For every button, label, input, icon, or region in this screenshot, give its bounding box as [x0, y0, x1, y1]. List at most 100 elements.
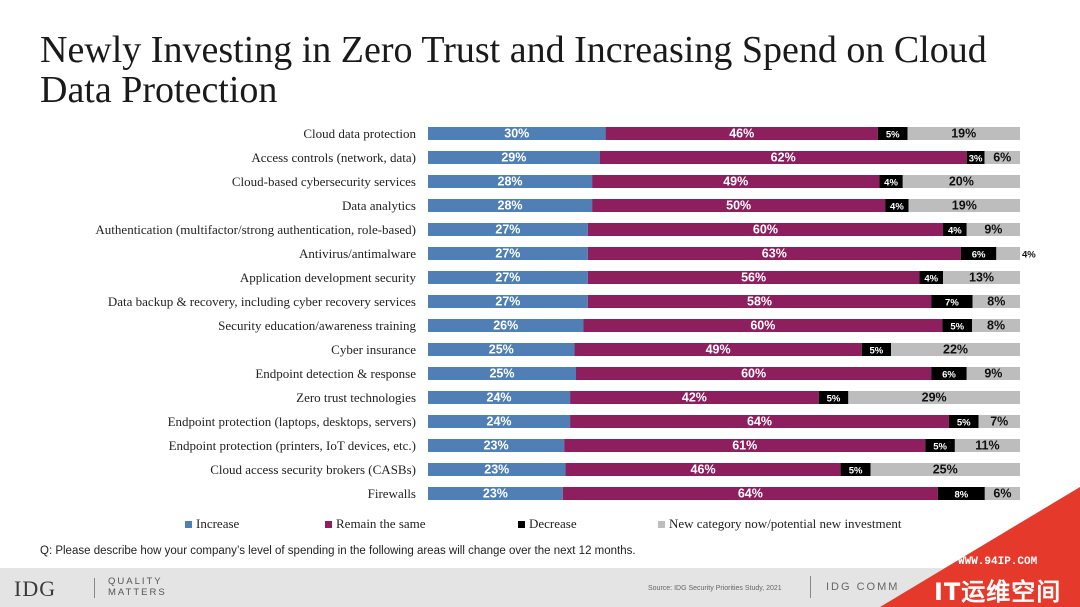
bar-new-category-now-potential-new-investment	[870, 463, 1020, 476]
data-label-remain-the-same: 49%	[723, 175, 748, 189]
bar-new-category-now-potential-new-investment	[966, 223, 1020, 236]
data-label-increase: 30%	[504, 127, 529, 141]
data-label-decrease: 3%	[969, 154, 983, 165]
chart-legend: Increase Remain the same Decrease New ca…	[185, 516, 902, 532]
data-label-remain-the-same: 46%	[729, 127, 754, 141]
bar-remain-the-same	[587, 223, 944, 236]
footer-brand: IDG COMM	[826, 581, 900, 593]
data-label-increase: 28%	[498, 175, 523, 189]
bar-increase	[428, 343, 575, 356]
legend-item-new: New category now/potential new investmen…	[658, 516, 902, 532]
data-label-remain-the-same: 42%	[682, 391, 707, 405]
data-label-increase: 27%	[495, 295, 520, 309]
bar-decrease	[931, 295, 973, 308]
tagline-line1: QUALITY	[108, 576, 163, 587]
data-label-increase: 23%	[484, 463, 509, 477]
data-label-new-category-now-potential-new-investment: 13%	[969, 271, 994, 285]
tagline: QUALITY MATTERS	[108, 576, 167, 598]
data-label-remain-the-same: 56%	[741, 271, 766, 285]
bar-new-category-now-potential-new-investment	[972, 319, 1020, 332]
data-label-increase: 23%	[483, 487, 508, 501]
data-label-new-category-now-potential-new-investment: 9%	[984, 223, 1002, 237]
legend-item-remain: Remain the same	[325, 516, 518, 532]
bar-new-category-now-potential-new-investment	[984, 151, 1020, 164]
bar-increase	[428, 247, 588, 260]
data-label-remain-the-same: 58%	[747, 295, 772, 309]
bar-decrease	[966, 151, 985, 164]
data-label-decrease: 6%	[972, 250, 986, 261]
data-label-new-category-now-potential-new-investment: 11%	[975, 439, 999, 453]
data-label-remain-the-same: 64%	[738, 487, 763, 501]
bar-remain-the-same	[605, 127, 878, 140]
bar-remain-the-same	[587, 271, 920, 284]
legend-swatch-decrease	[518, 520, 525, 528]
data-label-new-category-now-potential-new-investment: 22%	[943, 343, 968, 357]
bar-decrease	[948, 415, 979, 428]
bar-remain-the-same	[570, 415, 949, 428]
bar-increase	[428, 415, 571, 428]
bar-new-category-now-potential-new-investment	[954, 439, 1020, 452]
data-label-remain-the-same: 61%	[732, 439, 757, 453]
bar-decrease	[960, 247, 997, 260]
legend-item-decrease: Decrease	[518, 516, 658, 532]
bar-decrease	[919, 271, 944, 284]
bar-increase	[428, 151, 600, 164]
bar-remain-the-same	[570, 391, 819, 404]
bar-new-category-now-potential-new-investment	[907, 127, 1020, 140]
bar-decrease	[937, 487, 985, 500]
data-label-decrease: 8%	[955, 490, 969, 501]
bar-remain-the-same	[583, 319, 943, 332]
bar-increase	[428, 391, 571, 404]
survey-question: Q: Please describe how your company’s le…	[40, 545, 636, 557]
bar-remain-the-same	[576, 367, 932, 380]
data-label-remain-the-same: 46%	[691, 463, 716, 477]
category-label: Security education/awareness training	[218, 318, 416, 333]
tagline-line2: MATTERS	[108, 587, 167, 598]
bar-new-category-now-potential-new-investment	[908, 199, 1020, 212]
data-label-decrease: 5%	[849, 466, 863, 477]
category-label: Cyber insurance	[331, 342, 416, 357]
data-label-increase: 27%	[495, 271, 520, 285]
data-label-new-category-now-potential-new-investment: 25%	[933, 463, 958, 477]
legend-label-increase: Increase	[196, 516, 240, 531]
idg-logo: IDG	[14, 576, 57, 601]
bar-decrease	[861, 343, 892, 356]
data-label-decrease: 4%	[890, 202, 904, 213]
data-label-new-category-now-potential-new-investment: 19%	[952, 199, 977, 213]
data-label-remain-the-same: 62%	[771, 151, 796, 165]
bar-increase	[428, 439, 565, 452]
bar-new-category-now-potential-new-investment	[902, 175, 1020, 188]
data-label-decrease: 5%	[957, 418, 971, 429]
bar-decrease	[943, 223, 967, 236]
bar-decrease	[925, 439, 955, 452]
data-label-new-category-now-potential-new-investment: 6%	[993, 487, 1011, 501]
bar-increase	[428, 271, 588, 284]
data-label-decrease: 4%	[948, 226, 962, 237]
legend-swatch-increase	[185, 520, 192, 528]
data-label-decrease: 5%	[870, 346, 884, 357]
source-note: Source: IDG Security Priorities Study, 2…	[648, 585, 782, 592]
data-label-remain-the-same: 50%	[726, 199, 751, 213]
data-label-remain-the-same: 49%	[706, 343, 731, 357]
logo-divider	[94, 578, 95, 598]
category-label: Firewalls	[368, 486, 416, 501]
bar-decrease	[879, 175, 903, 188]
bar-remain-the-same	[587, 295, 932, 308]
data-label-decrease: 5%	[950, 322, 964, 333]
data-label-decrease: 7%	[945, 298, 959, 309]
legend-swatch-new	[658, 520, 665, 528]
bar-decrease	[931, 367, 967, 380]
category-label: Cloud data protection	[303, 126, 416, 141]
data-label-remain-the-same: 63%	[762, 247, 787, 261]
watermark-url: WWW.94IP.COM	[958, 556, 1038, 568]
bar-decrease	[818, 391, 849, 404]
category-label: Cloud access security brokers (CASBs)	[210, 462, 416, 477]
bar-increase	[428, 199, 593, 212]
data-label-new-category-now-potential-new-investment: 20%	[949, 175, 974, 189]
page-title: Newly Investing in Zero Trust and Increa…	[40, 29, 987, 111]
legend-swatch-remain	[325, 520, 332, 528]
bar-new-category-now-potential-new-investment	[848, 391, 1020, 404]
bar-remain-the-same	[587, 247, 961, 260]
bar-increase	[428, 319, 584, 332]
category-label: Endpoint protection (printers, IoT devic…	[169, 438, 416, 453]
